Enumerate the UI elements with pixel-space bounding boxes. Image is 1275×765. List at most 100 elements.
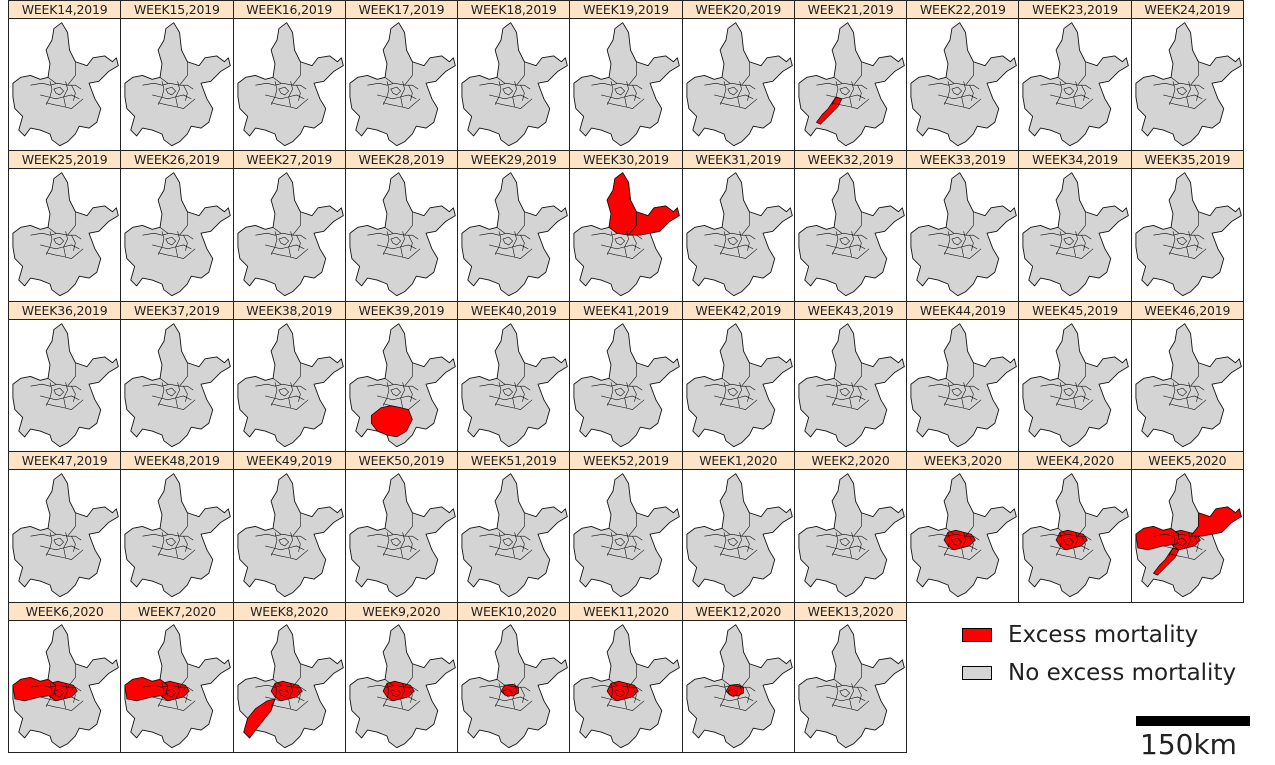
district-border [479, 233, 531, 240]
region-map [573, 172, 681, 297]
panel-title: WEEK41,2019 [570, 301, 682, 320]
district-border [516, 512, 525, 537]
district-border [607, 532, 614, 557]
map-panel: WEEK20,2019 [681, 0, 795, 152]
district-border [489, 245, 529, 250]
region-map [798, 172, 905, 297]
district-border [496, 227, 506, 234]
district-border [278, 237, 289, 246]
district-border [727, 86, 738, 96]
district-border [839, 688, 850, 697]
district-border [833, 678, 842, 686]
district-border [502, 237, 514, 246]
district-border [944, 549, 982, 561]
region-map [12, 473, 119, 598]
district-border [831, 549, 870, 561]
district-border [831, 399, 870, 410]
district-border [270, 549, 308, 561]
region-map [798, 473, 905, 598]
district-border [740, 362, 750, 387]
district-border [291, 512, 301, 537]
district-border [1176, 237, 1187, 246]
map-panel: WEEK5,2020 [1130, 451, 1244, 603]
district-border [53, 86, 64, 96]
district-border [512, 231, 517, 258]
panel-title: WEEK30,2019 [570, 151, 682, 170]
district-border [944, 98, 982, 109]
district-border [512, 81, 517, 107]
district-border [946, 227, 955, 234]
district-border [1153, 82, 1205, 90]
district-border [512, 682, 517, 709]
panel-title: WEEK13,2020 [794, 602, 907, 621]
region-outline [686, 172, 793, 297]
panel-title: WEEK22,2019 [907, 1, 1019, 19]
district-border [628, 212, 638, 236]
region-map [461, 623, 568, 748]
district-border [270, 381, 277, 406]
region-map [686, 172, 793, 297]
region-outline [1135, 323, 1242, 447]
district-border [628, 512, 638, 537]
district-border [278, 387, 289, 397]
district-border [1073, 231, 1079, 258]
panel-title: WEEK42,2019 [682, 301, 794, 320]
panel-title: WEEK34,2019 [1019, 151, 1131, 170]
district-border [969, 85, 974, 101]
district-border [295, 85, 301, 101]
region-map [124, 323, 232, 447]
district-border [272, 377, 281, 385]
region-map [686, 623, 793, 748]
district-border [165, 237, 177, 246]
district-border [53, 387, 64, 397]
district-border [1168, 98, 1207, 109]
district-border [382, 700, 421, 711]
district-border [1040, 233, 1092, 240]
district-border [591, 82, 643, 90]
district-border [1153, 233, 1205, 240]
district-border [1050, 94, 1090, 100]
map-panel: WEEK52,2019 [569, 451, 683, 603]
region-outline [349, 172, 456, 297]
district-border [816, 383, 868, 391]
region-map [461, 473, 568, 598]
map-panel: WEEK8,2020 [232, 601, 346, 753]
district-border [367, 534, 419, 541]
district-border [489, 94, 529, 100]
district-border [1186, 231, 1191, 258]
district-border [969, 536, 974, 553]
district-border [826, 94, 866, 100]
district-border [1170, 528, 1179, 535]
map-panel: WEEK46,2019 [1130, 300, 1244, 453]
district-border [833, 528, 842, 535]
district-border [270, 532, 277, 557]
district-border [404, 663, 413, 687]
district-border [489, 696, 529, 701]
district-border [254, 383, 306, 391]
district-border [408, 536, 413, 553]
district-border [254, 684, 306, 691]
map-panel: WEEK7,2020 [120, 601, 234, 753]
district-border [607, 549, 645, 561]
district-border [183, 85, 188, 101]
district-border [520, 235, 525, 252]
map-panel: WEEK15,2019 [120, 0, 234, 152]
panel-title: WEEK31,2019 [682, 151, 794, 170]
district-border [946, 77, 955, 84]
map-panel: WEEK27,2019 [232, 150, 346, 302]
district-border [721, 227, 730, 234]
district-border [1081, 235, 1087, 252]
district-border [607, 700, 645, 711]
region-map [349, 172, 456, 297]
legend-label-excess: Excess mortality [1008, 622, 1199, 648]
map-panel: WEEK12,2020 [681, 601, 795, 753]
district-border [400, 81, 405, 107]
district-border [943, 532, 951, 557]
district-border [30, 684, 82, 691]
panel-title: WEEK45,2019 [1019, 301, 1131, 320]
district-border [47, 227, 57, 234]
district-border [295, 235, 301, 252]
panel-title: WEEK8,2020 [233, 602, 345, 621]
district-border [264, 395, 304, 400]
district-border [295, 536, 301, 553]
